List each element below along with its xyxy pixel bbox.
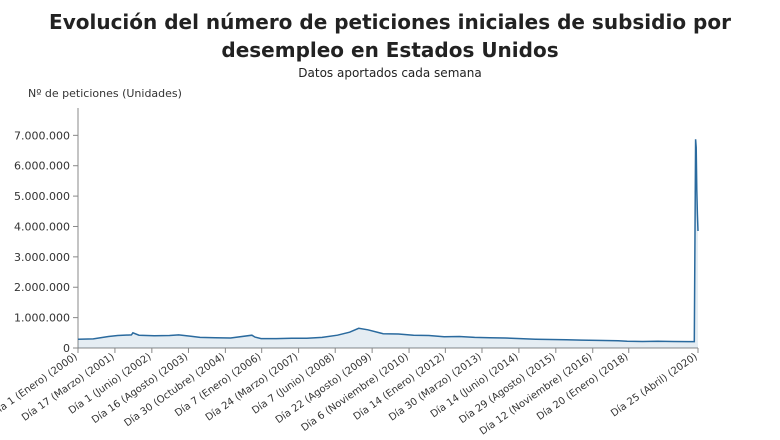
chart-subtitle: Datos aportados cada semana [298, 66, 482, 80]
line [77, 139, 699, 343]
y-tick-label: 1.000.000 [14, 312, 70, 325]
y-axis-label: Nº de peticiones (Unidades) [28, 87, 182, 100]
area [78, 139, 698, 348]
y-tick-label: 5.000.000 [14, 190, 70, 203]
y-tick-label: 4.000.000 [14, 220, 70, 233]
y-tick-label: 2.000.000 [14, 281, 70, 294]
y-tick-label: 0 [63, 342, 70, 355]
y-tick-label: 7.000.000 [14, 129, 70, 142]
y-tick-label: 6.000.000 [14, 160, 70, 173]
chart-title: Evolución del número de peticiones inici… [49, 10, 731, 62]
y-tick-label: 3.000.000 [14, 251, 70, 264]
